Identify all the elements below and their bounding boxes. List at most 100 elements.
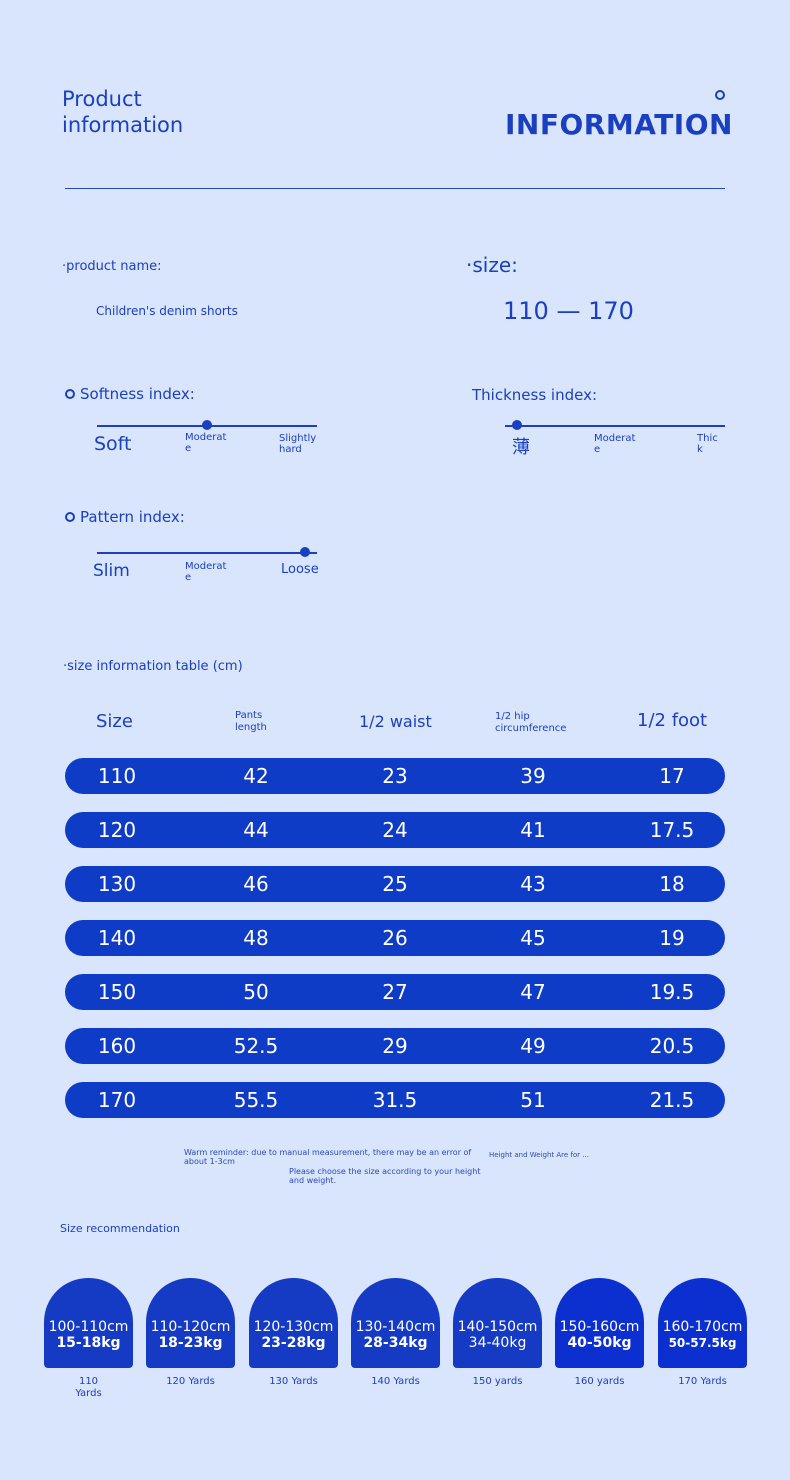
header-half-hip-line2: circumference xyxy=(495,723,567,734)
softness-mid-line2: e xyxy=(185,443,192,454)
table-row: 120 44 24 41 17.5 xyxy=(65,812,725,848)
header-half-waist: 1/2 waist xyxy=(359,712,432,731)
cell-half-foot: 17.5 xyxy=(649,818,695,842)
header-title-line2: information xyxy=(62,113,184,137)
thickness-track xyxy=(505,425,725,427)
badge-height: 110-120cm xyxy=(150,1319,231,1335)
warm-reminder-note: Warm reminder: due to manual measurement… xyxy=(184,1148,472,1166)
height-weight-note: Height and Weight Are for ... xyxy=(489,1151,589,1159)
badge-height: 140-150cm xyxy=(457,1319,538,1335)
thickness-knob xyxy=(512,420,522,430)
product-name-label: ·product name: xyxy=(62,259,162,274)
badge-yards-label: 140 Yards xyxy=(371,1376,420,1387)
badge-weight: 40-50kg xyxy=(567,1335,632,1351)
softness-ring-icon xyxy=(65,389,75,399)
cell-pants-length: 52.5 xyxy=(233,1034,279,1058)
cell-half-foot: 21.5 xyxy=(649,1088,695,1112)
table-row: 110 42 23 39 17 xyxy=(65,758,725,794)
header-half-foot: 1/2 foot xyxy=(637,710,708,731)
badge-yards-label: 150 yards xyxy=(472,1376,523,1387)
table-row: 160 52.5 29 49 20.5 xyxy=(65,1028,725,1064)
header-pants-length-line1: Pants xyxy=(235,710,263,721)
cell-pants-length: 55.5 xyxy=(233,1088,279,1112)
badge-yards-label: 110 Yards xyxy=(75,1376,102,1399)
cell-half-foot: 18 xyxy=(659,872,685,896)
softness-high-line1: Slightly xyxy=(279,433,317,444)
cell-half-hip: 49 xyxy=(520,1034,546,1058)
header-divider xyxy=(65,188,725,189)
table-row: 140 48 26 45 19 xyxy=(65,920,725,956)
cell-half-hip: 47 xyxy=(520,980,546,1004)
size-badge: 100-110cm 15-18kg xyxy=(44,1278,133,1368)
softness-mid-label: Moderat e xyxy=(185,432,226,454)
pattern-knob xyxy=(300,547,310,557)
cell-half-hip: 51 xyxy=(520,1088,546,1112)
badge-weight: 34-40kg xyxy=(468,1335,527,1351)
header-half-hip-line1: 1/2 hip xyxy=(495,711,530,722)
cell-half-waist: 26 xyxy=(382,926,408,950)
badge-weight: 23-28kg xyxy=(261,1335,326,1351)
cell-half-waist: 27 xyxy=(382,980,408,1004)
pattern-mid-line2: e xyxy=(185,572,192,583)
cell-size: 130 xyxy=(97,872,137,896)
badge-yards-label: 130 Yards xyxy=(269,1376,318,1387)
thickness-mid-line2: e xyxy=(594,444,601,455)
cell-half-foot: 19 xyxy=(659,926,685,950)
table-row: 150 50 27 47 19.5 xyxy=(65,974,725,1010)
product-name-value: Children's denim shorts xyxy=(96,304,238,318)
badge-yards-label: 170 Yards xyxy=(678,1376,727,1387)
cell-pants-length: 44 xyxy=(243,818,269,842)
cell-half-waist: 29 xyxy=(382,1034,408,1058)
cell-half-foot: 19.5 xyxy=(649,980,695,1004)
thickness-high-label: Thic k xyxy=(697,433,718,455)
cell-pants-length: 46 xyxy=(243,872,269,896)
badge-height: 120-130cm xyxy=(253,1319,334,1335)
pattern-high-label: Loose xyxy=(281,562,319,577)
size-recommendation-title: Size recommendation xyxy=(60,1222,180,1235)
badge-weight: 18-23kg xyxy=(158,1335,223,1351)
cell-half-waist: 24 xyxy=(382,818,408,842)
header-pants-length: Pants length xyxy=(235,710,267,734)
cell-size: 140 xyxy=(97,926,137,950)
choose-size-note: Please choose the size according to your… xyxy=(289,1167,481,1185)
cell-half-foot: 20.5 xyxy=(649,1034,695,1058)
softness-high-line2: hard xyxy=(279,444,302,455)
cell-size: 160 xyxy=(97,1034,137,1058)
badge-weight: 15-18kg xyxy=(56,1335,121,1351)
badge-yards-label: 160 yards xyxy=(574,1376,625,1387)
thickness-low-label: 薄 xyxy=(512,437,530,458)
cell-half-waist: 23 xyxy=(382,764,408,788)
cell-pants-length: 48 xyxy=(243,926,269,950)
pattern-mid-line1: Moderat xyxy=(185,561,227,572)
size-table-title: ·size information table (cm) xyxy=(63,659,243,674)
cell-size: 110 xyxy=(97,764,137,788)
cell-half-waist: 31.5 xyxy=(372,1088,418,1112)
badge-height: 130-140cm xyxy=(355,1319,436,1335)
cell-size: 170 xyxy=(97,1088,137,1112)
size-badge: 110-120cm 18-23kg xyxy=(146,1278,235,1368)
size-badge: 130-140cm 28-34kg xyxy=(351,1278,440,1368)
header-title-line1: Product xyxy=(62,87,142,111)
cell-half-waist: 25 xyxy=(382,872,408,896)
softness-high-label: Slightly hard xyxy=(279,433,316,455)
size-badge: 140-150cm 34-40kg xyxy=(453,1278,542,1368)
size-range-value: 110 — 170 xyxy=(503,297,634,325)
pattern-track xyxy=(97,552,317,554)
header-title-left: Product information xyxy=(62,86,183,138)
badge-height: 160-170cm xyxy=(662,1319,743,1335)
softness-low-label: Soft xyxy=(94,433,132,455)
size-label: ·size: xyxy=(466,253,518,277)
softness-index-label: Softness index: xyxy=(80,385,195,403)
pattern-ring-icon xyxy=(65,512,75,522)
softness-knob xyxy=(202,420,212,430)
cell-size: 120 xyxy=(97,818,137,842)
cell-half-foot: 17 xyxy=(659,764,685,788)
size-badge: 150-160cm 40-50kg xyxy=(555,1278,644,1368)
badge-weight: 28-34kg xyxy=(363,1335,428,1351)
thickness-mid-line1: Moderat xyxy=(594,433,636,444)
header-half-hip: 1/2 hip circumference xyxy=(495,711,566,735)
header-ring-icon xyxy=(715,90,725,100)
pattern-mid-label: Moderat e xyxy=(185,561,226,583)
cell-pants-length: 50 xyxy=(243,980,269,1004)
pattern-low-label: Slim xyxy=(93,561,130,581)
